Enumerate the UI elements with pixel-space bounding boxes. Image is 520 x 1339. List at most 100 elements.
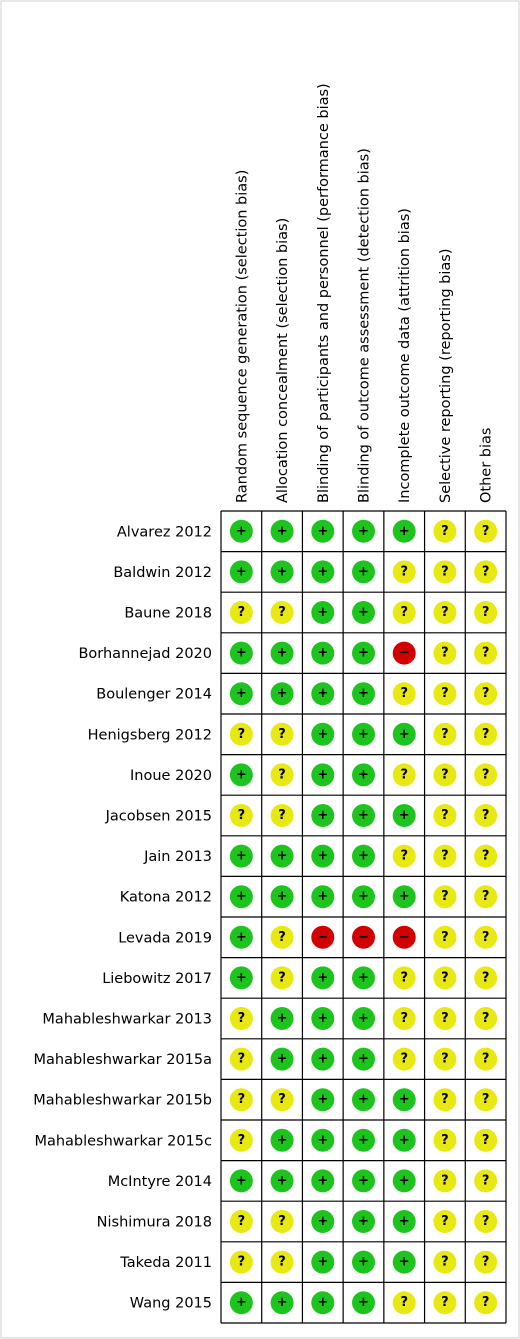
judgment-dot [311, 601, 335, 624]
judgment-dot [474, 1291, 498, 1315]
judgment-symbol: ? [238, 808, 246, 823]
judgment-dot [229, 1128, 253, 1152]
judgment-symbol: ? [238, 1011, 246, 1026]
judgment-symbol: + [317, 1052, 328, 1067]
judgment-dot [352, 1291, 375, 1315]
judgment-dot [474, 722, 498, 746]
judgment-symbol: + [277, 1295, 288, 1310]
judgment-dot [229, 1047, 253, 1071]
judgment-symbol: ? [441, 767, 449, 782]
study-label: Alvarez 2012 [117, 524, 212, 540]
judgment-dot [474, 1047, 498, 1071]
judgment-symbol: + [399, 1255, 410, 1270]
judgment-dot [311, 804, 335, 827]
judgment-symbol: ? [278, 767, 286, 782]
judgment-symbol: + [399, 808, 410, 823]
judgment-dot [270, 1007, 294, 1030]
judgment-symbol: ? [400, 849, 408, 864]
judgment-symbol: + [399, 1092, 410, 1107]
judgment-symbol: ? [238, 727, 246, 742]
judgment-dot [311, 844, 335, 868]
judgment-dot [433, 966, 457, 990]
judgment-dot [392, 1250, 416, 1274]
judgment-dot [433, 844, 457, 868]
judgment-dot [433, 804, 457, 827]
study-label: Jain 2013 [143, 849, 212, 865]
study-label: Mahableshwarkar 2015c [34, 1133, 212, 1149]
study-label: Baune 2018 [124, 606, 212, 622]
judgment-symbol: + [399, 727, 410, 742]
judgment-dot [433, 560, 457, 584]
judgment-dot [474, 763, 498, 787]
judgment-symbol: + [358, 1255, 369, 1270]
judgment-dot [270, 1088, 294, 1112]
judgment-dot [311, 641, 335, 665]
judgment-symbol: ? [238, 1092, 246, 1107]
judgment-dot [474, 925, 498, 949]
judgment-symbol: + [358, 1295, 369, 1310]
judgment-dot [392, 1088, 416, 1112]
judgment-dot [229, 844, 253, 868]
judgment-symbol: ? [482, 930, 490, 945]
judgment-symbol: + [277, 564, 288, 579]
judgment-dot [474, 1250, 498, 1274]
judgment-symbol: ? [441, 564, 449, 579]
judgment-dot [392, 722, 416, 746]
judgment-symbol: ? [441, 1092, 449, 1107]
judgment-symbol: ? [441, 889, 449, 904]
judgment-dot [433, 519, 457, 543]
judgment-symbol: ? [400, 1052, 408, 1067]
judgment-dot [474, 641, 498, 665]
judgment-symbol: + [317, 524, 328, 539]
judgment-symbol: + [317, 1011, 328, 1026]
study-label: Inoue 2020 [130, 768, 212, 784]
judgment-dot [270, 682, 294, 706]
judgment-symbol: ? [278, 605, 286, 620]
judgment-dot [229, 601, 253, 624]
judgment-dot [270, 1210, 294, 1233]
judgment-dot [270, 519, 294, 543]
judgment-dot [229, 763, 253, 787]
judgment-dot [392, 804, 416, 827]
judgment-symbol: + [358, 970, 369, 985]
judgment-dot [392, 519, 416, 543]
judgment-dot [270, 763, 294, 787]
judgment-dot [270, 601, 294, 624]
judgment-symbol: ? [400, 767, 408, 782]
column-header: Incomplete outcome data (attrition bias) [397, 208, 413, 503]
judgment-symbol: ? [441, 970, 449, 985]
judgment-symbol: ? [482, 646, 490, 661]
judgment-dot [392, 1210, 416, 1233]
judgment-dot [270, 925, 294, 949]
judgment-symbol: ? [441, 727, 449, 742]
judgment-dot [433, 1291, 457, 1315]
judgment-dot [433, 1047, 457, 1071]
judgment-dot [229, 722, 253, 746]
judgment-dot [311, 1088, 335, 1112]
judgment-symbol: + [277, 686, 288, 701]
judgment-dot [311, 519, 335, 543]
judgment-symbol: ? [482, 1011, 490, 1026]
judgment-symbol: ? [482, 1214, 490, 1229]
judgment-dot [392, 885, 416, 909]
judgment-dot [392, 560, 416, 584]
judgment-symbol: + [236, 1295, 247, 1310]
judgment-dot [474, 966, 498, 990]
judgment-dot [433, 1250, 457, 1274]
judgment-dot [270, 1047, 294, 1071]
column-header: Random sequence generation (selection bi… [234, 170, 250, 503]
judgment-dot [392, 1047, 416, 1071]
judgment-symbol: + [317, 808, 328, 823]
study-label: Borhannejad 2020 [78, 646, 212, 662]
judgment-dot [433, 1169, 457, 1193]
judgment-dot [352, 763, 375, 787]
judgment-dot [229, 1250, 253, 1274]
judgment-symbol: + [358, 1173, 369, 1188]
judgment-dot [474, 885, 498, 909]
judgment-dot [352, 519, 375, 543]
judgment-symbol: ? [278, 1255, 286, 1270]
judgment-dot [392, 1007, 416, 1030]
judgment-symbol: ? [441, 1052, 449, 1067]
judgment-dot [270, 1250, 294, 1274]
judgment-dot [311, 1250, 335, 1274]
